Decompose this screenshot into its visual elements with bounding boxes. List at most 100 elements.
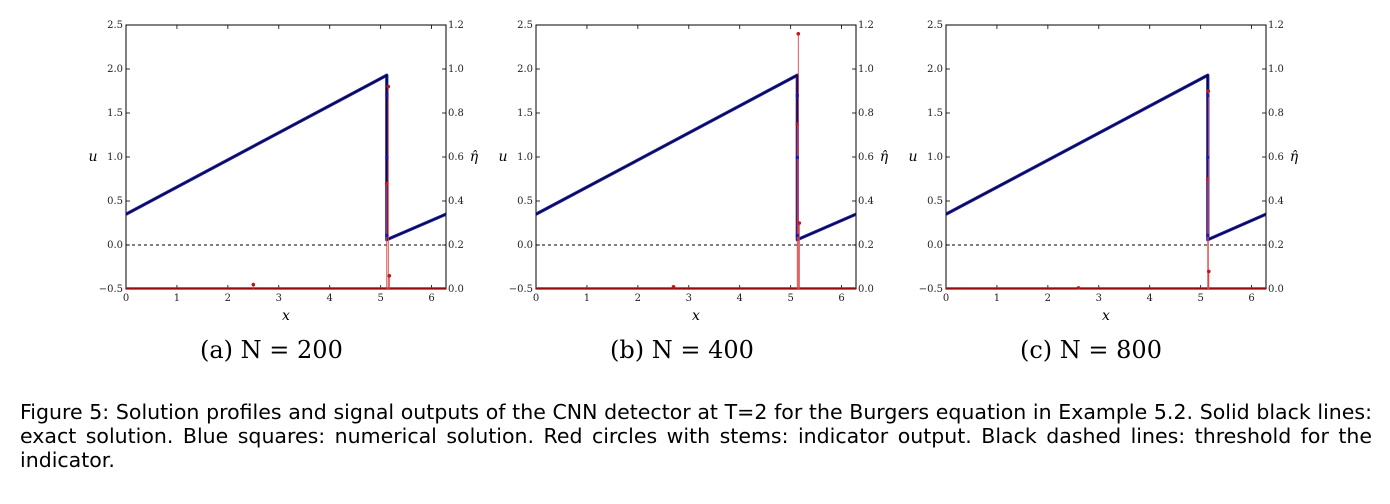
shock-numerical-point [1206,233,1210,237]
exact-solution-line [535,74,857,241]
x-tick-label: 3 [276,293,282,304]
subcaption-b: (b) N = 400 [610,336,754,364]
y-tick-label: 0.0 [927,240,943,251]
y2-tick-label: 0.4 [448,196,464,207]
indicator-point [1207,269,1211,274]
chart-b: 0 1 2 3 4 5 6 −0.5 0.0 0.5 1.0 1.5 2.0 2.5 0.0 0.2 0.4 0.… [498,20,889,324]
x-tick-label: 6 [838,293,844,304]
shock-numerical-point [385,94,389,98]
y-tick-label: 0.5 [927,196,943,207]
indicator-point [671,285,676,289]
plot-frame [535,24,857,290]
chart-panel-a: 0 1 2 3 4 5 6 −0.5 0.0 0.5 1.0 1.5 2.0 2.5 0.0 0.2 0.4 0.… [80,0,520,330]
y-tick-label: 1.5 [927,108,943,119]
y-tick-label: 1.5 [107,108,123,119]
y2-tick-label: 0.0 [448,284,464,295]
y-axis-label: u [498,149,507,165]
y2-tick-label: 0.4 [1268,196,1284,207]
exact-solution-line [125,74,447,241]
y2-tick-label: 0.6 [1268,152,1284,163]
x-tick-label: 3 [1096,293,1102,304]
y-tick-label: 2.5 [517,20,533,31]
exact-solution-line [945,74,1267,241]
indicator-point [796,32,801,36]
y-tick-label: −0.5 [919,284,943,295]
shock-numerical-point [385,233,389,237]
y2-tick-label: 0.6 [448,152,464,163]
y2-tick-label: 1.0 [1268,64,1284,75]
y-axis-label: u [88,149,97,165]
x-tick-label: 5 [377,293,383,304]
x-tick-label: 6 [1248,293,1254,304]
y2-tick-label: 0.2 [1268,240,1284,251]
x-tick-label: 0 [943,293,949,304]
subcaption-a: (a) N = 200 [200,336,343,364]
shock-numerical-point [385,155,389,159]
shock-numerical-point [795,233,799,237]
x-tick-label: 1 [994,293,1000,304]
y2-tick-label: 0.2 [448,240,464,251]
y-tick-label: 1.0 [927,152,943,163]
y2-tick-label: 0.8 [448,108,464,119]
shock-numerical-point [1206,94,1210,98]
numerical-solution-line [125,73,447,242]
chart-panel-c: 0 1 2 3 4 5 6 −0.5 0.0 0.5 1.0 1.5 2.0 2.5 0.0 0.2 0.4 0.… [900,0,1340,330]
indicator-point [1206,89,1211,93]
subcaption-c: (c) N = 800 [1020,336,1162,364]
y-tick-label: 2.0 [927,64,943,75]
y-tick-label: 0.5 [517,196,533,207]
chart-c: 0 1 2 3 4 5 6 −0.5 0.0 0.5 1.0 1.5 2.0 2.5 0.0 0.2 0.4 0.… [908,20,1299,324]
plot-frame [945,24,1267,290]
y-tick-label: −0.5 [509,284,533,295]
y-tick-label: 0.0 [517,240,533,251]
y2-tick-label: 0.2 [858,240,874,251]
y2-tick-label: 0.8 [858,108,874,119]
shock-numerical-point [795,94,799,98]
y2-axis-label: η̂ [470,149,479,165]
numerical-solution-line [945,73,1267,242]
x-tick-label: 1 [584,293,590,304]
y2-tick-label: 1.2 [1268,20,1284,31]
y-tick-label: 2.0 [517,64,533,75]
shock-numerical-point [795,155,799,159]
y2-tick-label: 1.0 [858,64,874,75]
indicator-point [387,274,392,278]
y-axis-label: u [908,149,917,165]
x-tick-label: 5 [787,293,793,304]
x-tick-label: 4 [737,293,743,304]
y2-tick-label: 0.0 [1268,284,1284,295]
x-tick-label: 2 [635,293,641,304]
y-tick-label: 2.5 [107,20,123,31]
indicator-point [386,84,391,89]
y-tick-label: 0.5 [107,196,123,207]
figure-caption: Figure 5: Solution profiles and signal o… [20,400,1372,472]
indicator-point [251,282,256,287]
y2-tick-label: 0.6 [858,152,874,163]
y-tick-label: −0.5 [99,284,123,295]
y2-tick-label: 0.8 [1268,108,1284,119]
chart-panel-b: 0 1 2 3 4 5 6 −0.5 0.0 0.5 1.0 1.5 2.0 2.5 0.0 0.2 0.4 0.… [490,0,930,330]
x-axis-label: x [692,308,700,324]
x-axis-label: x [282,308,290,324]
x-tick-label: 2 [225,293,231,304]
y-tick-label: 1.0 [107,152,123,163]
x-tick-label: 3 [686,293,692,304]
y-tick-label: 1.5 [517,108,533,119]
y2-tick-label: 0.4 [858,196,874,207]
y-tick-label: 1.0 [517,152,533,163]
x-tick-label: 0 [533,293,539,304]
x-tick-label: 0 [123,293,129,304]
y2-axis-label: η̂ [1290,149,1299,165]
x-axis-label: x [1102,308,1110,324]
plot-frame [125,24,447,290]
indicator-point [384,181,389,186]
numerical-solution-line [535,73,857,242]
x-tick-label: 4 [1147,293,1153,304]
y-tick-label: 0.0 [107,240,123,251]
y2-tick-label: 0.0 [858,284,874,295]
shock-numerical-point [1206,155,1210,159]
y-tick-label: 2.5 [927,20,943,31]
x-tick-label: 4 [327,293,333,304]
indicator-point [1205,177,1210,181]
y2-axis-label: η̂ [880,149,889,165]
